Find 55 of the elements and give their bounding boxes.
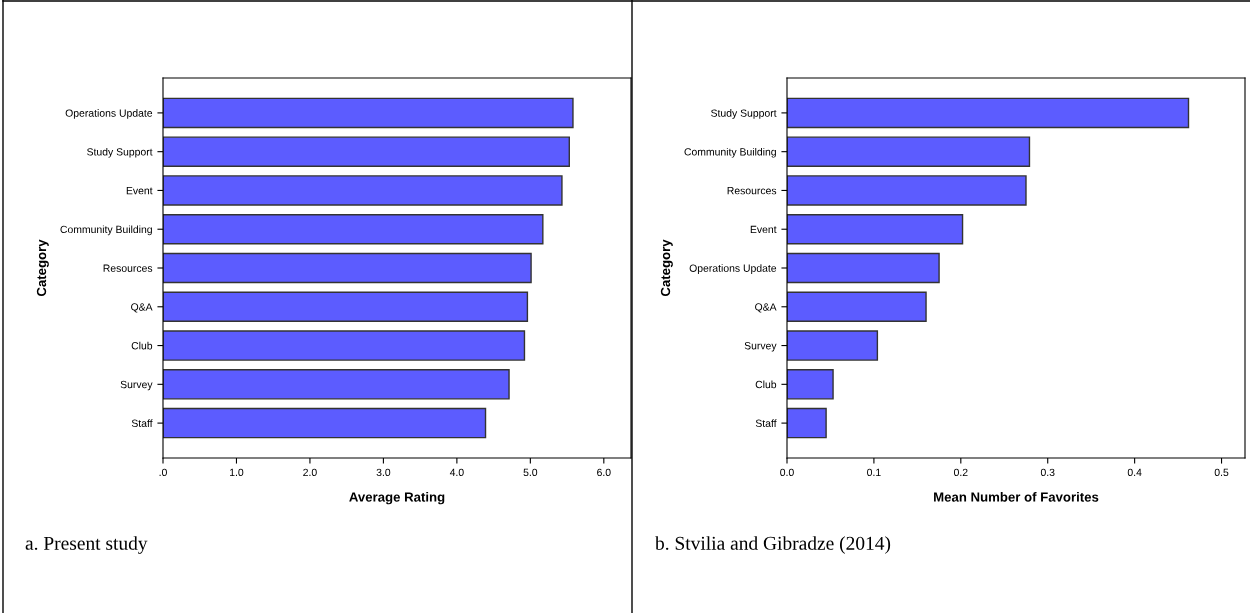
y-tick-label: Study Support (87, 147, 153, 158)
bar (163, 291, 529, 323)
y-tick-label: Survey (744, 342, 777, 352)
y-tick-label: Community Building (60, 225, 152, 236)
y-tick-label: Operations Update (65, 109, 153, 119)
y-tick-label: Club (755, 380, 777, 389)
y-tick-label: Community Building (684, 147, 776, 158)
text: a. Present study (25, 536, 148, 554)
x-tick-label: 1.0 (230, 468, 244, 477)
text: b. Stvilia and Gibradze (2014) (655, 536, 891, 554)
x-axis-title: Average Rating (349, 492, 445, 505)
x-tick-label: 4.0 (449, 468, 464, 477)
y-axis-title: Category (660, 239, 673, 297)
bar (163, 136, 570, 167)
bar (787, 252, 940, 284)
x-tick-label: 0.2 (953, 468, 968, 477)
bar (787, 213, 964, 245)
y-tick-label: Survey (120, 380, 153, 391)
x-axis-title: Mean Number of Favorites (934, 492, 1099, 502)
y-tick-label: Q&A (755, 303, 777, 313)
x-tick-label: 0.5 (1214, 468, 1229, 477)
bar (163, 252, 532, 284)
x-tick-label: 5.0 (523, 468, 538, 477)
bar (163, 407, 487, 439)
x-tick-label: 0.4 (1127, 468, 1142, 477)
y-tick-label: Study Support (711, 109, 777, 119)
y-tick-label: Operations Update (689, 264, 777, 274)
y-tick-label: Resources (103, 264, 153, 272)
y-tick-label: Staff (131, 419, 153, 427)
bar (787, 407, 827, 439)
y-tick-label: Event (750, 225, 777, 234)
y-tick-label: Staff (755, 419, 777, 427)
bar (163, 213, 544, 245)
y-axis-title: Category (36, 239, 49, 297)
bar (163, 369, 510, 400)
bar (163, 97, 574, 129)
y-tick-label: Event (126, 187, 153, 195)
x-tick-label: 0.0 (780, 468, 794, 477)
y-tick-label: Q&A (131, 303, 153, 313)
bar (163, 175, 563, 206)
bar (163, 330, 526, 361)
y-tick-label: Resources (727, 187, 777, 195)
x-tick-label: 6.0 (597, 468, 611, 477)
x-tick-label: 3.0 (376, 468, 391, 477)
x-tick-label: 0.3 (1040, 468, 1055, 477)
bar (787, 369, 834, 400)
x-tick-label: 2.0 (303, 468, 317, 477)
bar (787, 136, 1031, 167)
x-tick-label: .0 (159, 468, 167, 477)
bar (787, 97, 1190, 129)
bar (787, 291, 927, 323)
y-tick-label: Club (131, 341, 153, 350)
bar (787, 330, 879, 361)
bar (787, 175, 1027, 206)
x-tick-label: 0.1 (867, 468, 881, 477)
